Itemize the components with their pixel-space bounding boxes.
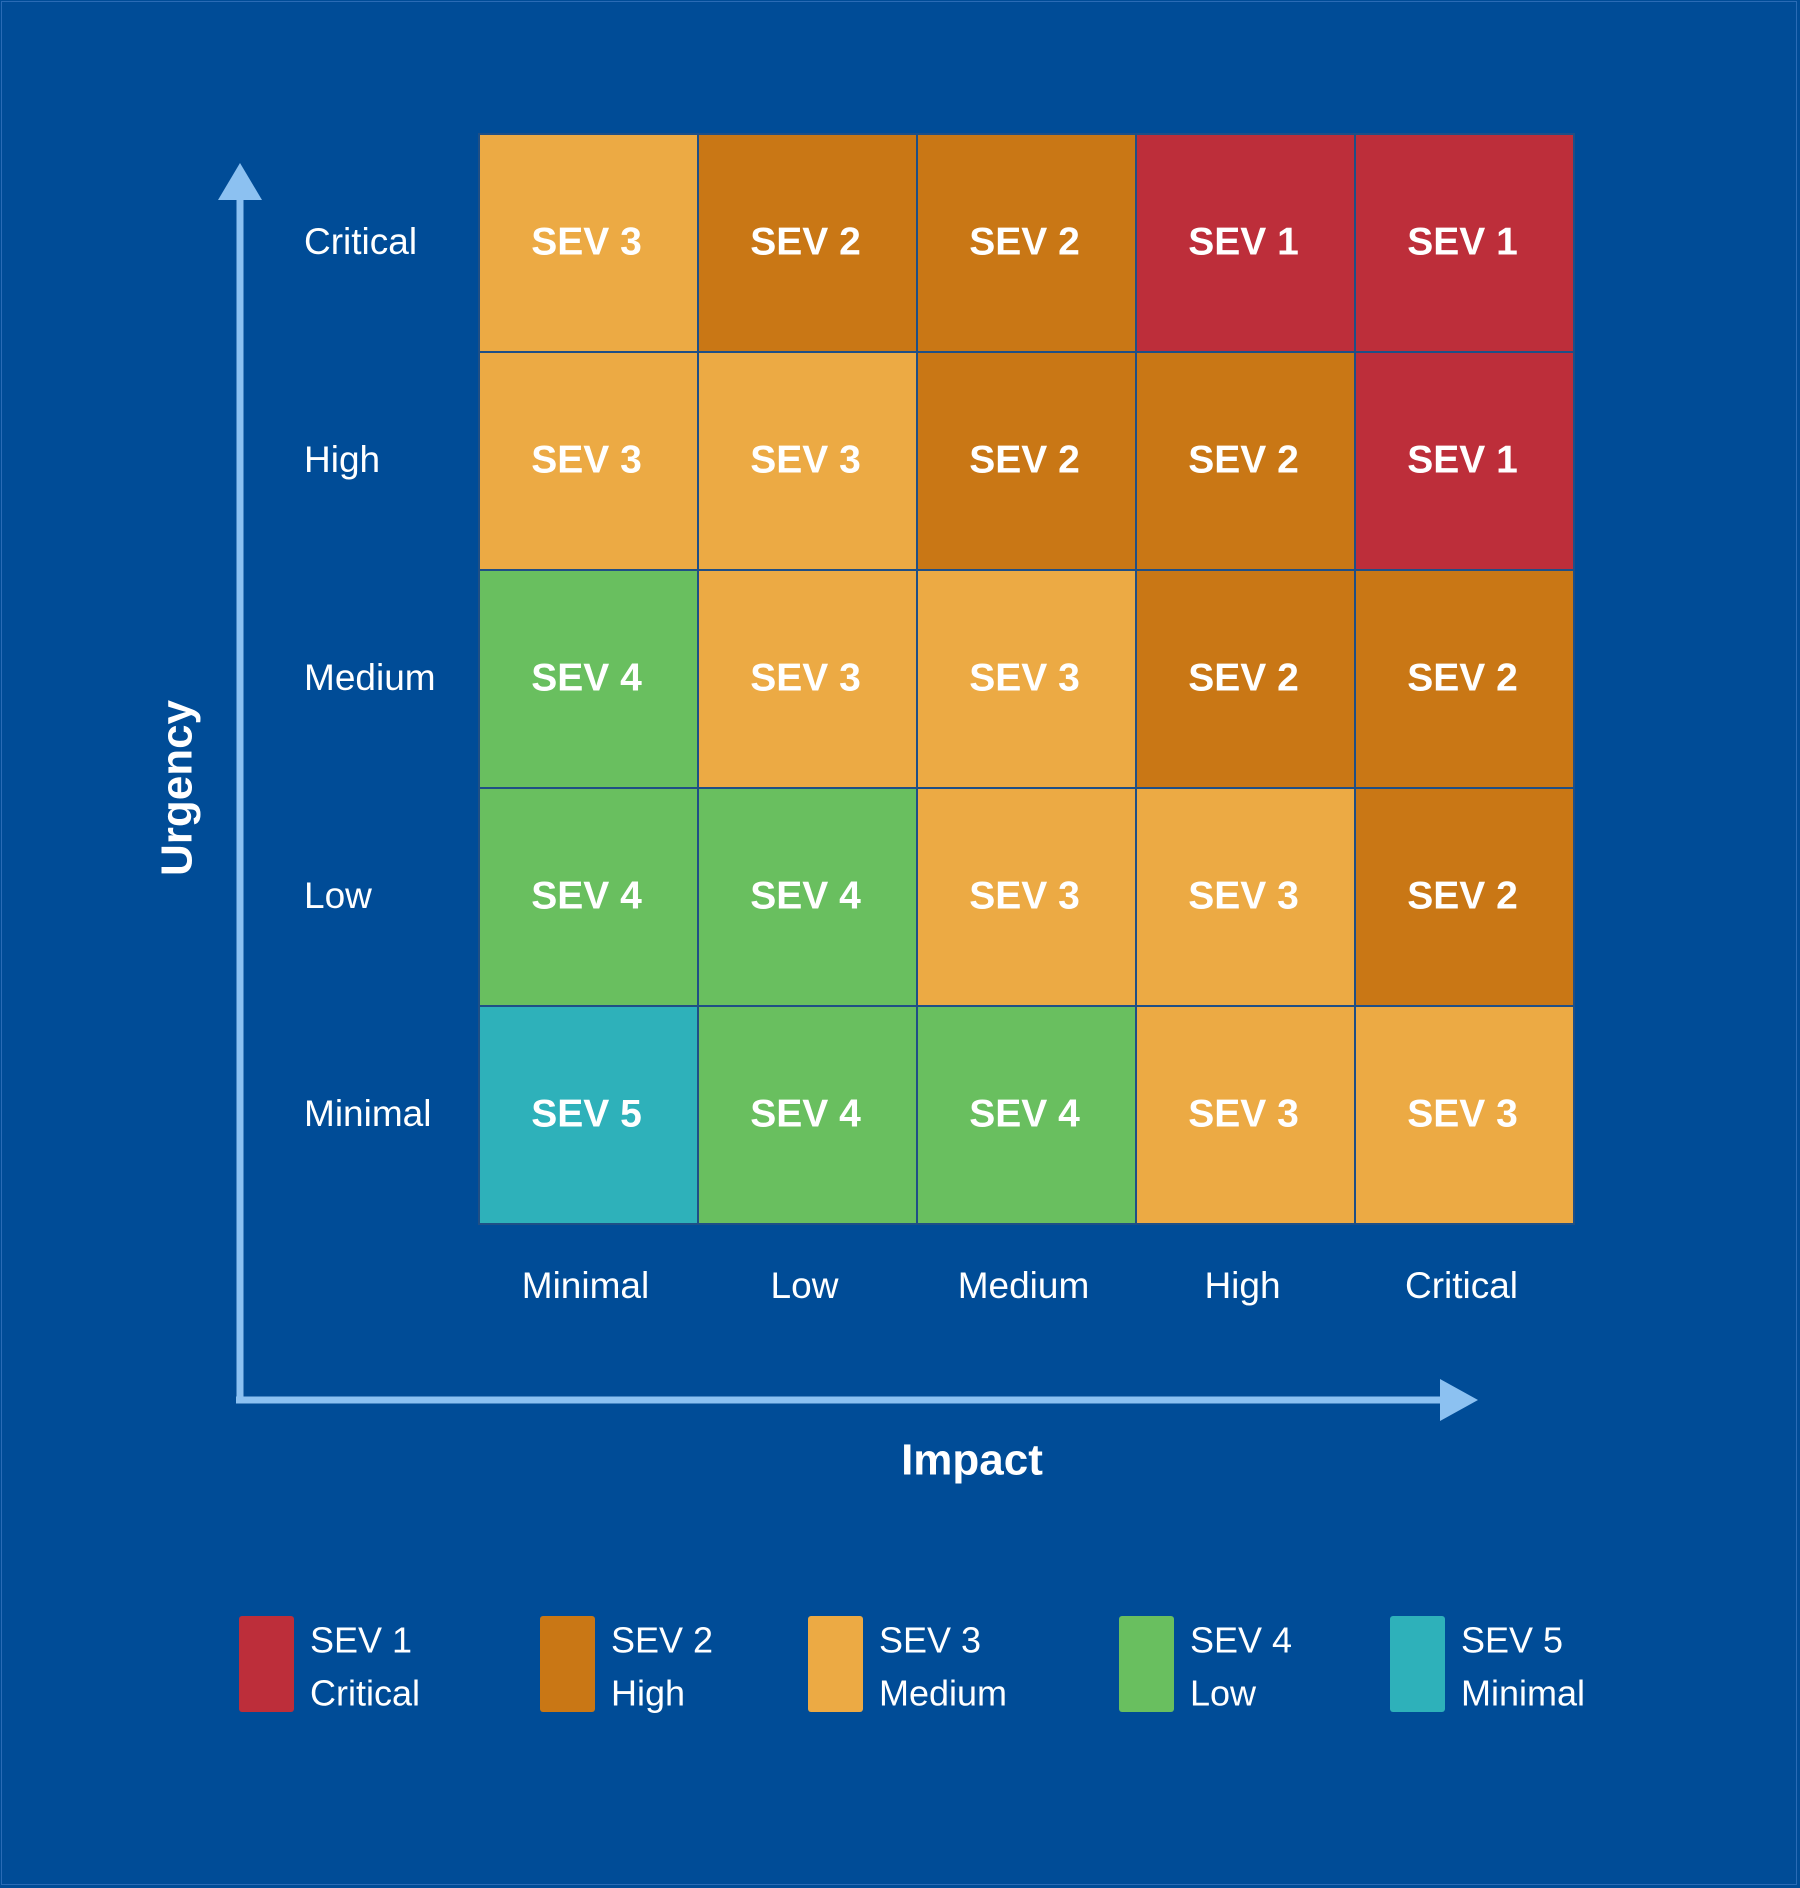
- y-tick-labels: Critical High Medium Low Minimal: [304, 221, 436, 1134]
- y-tick-label: Medium: [304, 657, 436, 698]
- legend-label: SEV 1: [310, 1620, 412, 1661]
- matrix-cell-label: SEV 2: [1188, 656, 1299, 699]
- legend-item: SEV 3 Medium: [808, 1616, 1007, 1714]
- matrix-cell-label: SEV 3: [969, 874, 1080, 917]
- matrix-cell: [478, 787, 699, 1007]
- matrix-cell-label: SEV 4: [531, 656, 642, 699]
- y-tick-label: High: [304, 439, 380, 480]
- x-tick-label: Critical: [1405, 1265, 1518, 1306]
- matrix-cells: SEV 3 SEV 2 SEV 2 SEV 1 SEV 1 SEV 3 SEV 3 SEV 2…: [478, 133, 1575, 1225]
- matrix-cell: [1135, 569, 1356, 789]
- matrix-cell: [1135, 351, 1356, 571]
- legend-swatch: [1119, 1616, 1174, 1712]
- legend-label: SEV 2: [611, 1620, 713, 1661]
- matrix-cell: [1135, 133, 1356, 353]
- matrix-cell-label: SEV 4: [750, 874, 861, 917]
- x-tick-labels: Minimal Low Medium High Critical: [522, 1265, 1518, 1306]
- matrix-cell: [1354, 569, 1575, 789]
- legend-sublabel: Low: [1190, 1673, 1257, 1714]
- matrix-cell: [697, 133, 918, 353]
- legend-item: SEV 5 Minimal: [1390, 1616, 1585, 1714]
- matrix-cell-label: SEV 3: [750, 438, 861, 481]
- legend-swatch: [239, 1616, 294, 1712]
- matrix-cell: [478, 1005, 699, 1225]
- legend: SEV 1 Critical SEV 2 High SEV 3 Medium SEV 4 Lo…: [239, 1616, 1585, 1714]
- x-axis-title: Impact: [901, 1436, 1043, 1485]
- matrix-cell-label: SEV 3: [1188, 874, 1299, 917]
- matrix-cell-label: SEV 3: [531, 220, 642, 263]
- matrix-cell-label: SEV 2: [1407, 874, 1518, 917]
- legend-swatch: [540, 1616, 595, 1712]
- x-tick-label: Minimal: [522, 1265, 649, 1306]
- matrix-cell: [478, 569, 699, 789]
- x-tick-label: Medium: [958, 1265, 1090, 1306]
- matrix-cell-label: SEV 4: [531, 874, 642, 917]
- legend-sublabel: Medium: [879, 1673, 1007, 1714]
- matrix-cell-label: SEV 1: [1188, 220, 1299, 263]
- legend-swatch: [1390, 1616, 1445, 1712]
- matrix-cell-label: SEV 2: [1188, 438, 1299, 481]
- matrix-cell-label: SEV 3: [1407, 1092, 1518, 1135]
- matrix-cell: [1354, 1005, 1575, 1225]
- legend-sublabel: High: [611, 1673, 685, 1714]
- matrix-cell: [478, 133, 699, 353]
- matrix-cell-label: SEV 3: [750, 656, 861, 699]
- legend-sublabel: Critical: [310, 1673, 420, 1714]
- y-tick-label: Low: [304, 875, 372, 916]
- matrix-cell-label: SEV 1: [1407, 220, 1518, 263]
- legend-label: SEV 5: [1461, 1620, 1563, 1661]
- legend-item: SEV 4 Low: [1119, 1616, 1292, 1714]
- legend-swatch: [808, 1616, 863, 1712]
- matrix-cell: [697, 1005, 918, 1225]
- matrix-cell: [478, 351, 699, 571]
- matrix-cell-label: SEV 3: [531, 438, 642, 481]
- matrix-cell: [916, 1005, 1137, 1225]
- matrix-cell-label: SEV 5: [531, 1092, 642, 1135]
- y-axis-title: Urgency: [153, 699, 202, 876]
- matrix-cell: [697, 787, 918, 1007]
- legend-item: SEV 2 High: [540, 1616, 713, 1714]
- x-tick-label: High: [1204, 1265, 1280, 1306]
- matrix-cell-label: SEV 3: [1188, 1092, 1299, 1135]
- matrix-cell-label: SEV 2: [1407, 656, 1518, 699]
- matrix-cell: [1354, 787, 1575, 1007]
- y-tick-label: Minimal: [304, 1093, 431, 1134]
- matrix-cell: [697, 351, 918, 571]
- matrix-cell-label: SEV 2: [969, 220, 1080, 263]
- y-axis-arrow: [218, 163, 262, 200]
- matrix-cell: [1354, 351, 1575, 571]
- legend-sublabel: Minimal: [1461, 1673, 1585, 1714]
- legend-label: SEV 3: [879, 1620, 981, 1661]
- matrix-cell-label: SEV 2: [969, 438, 1080, 481]
- y-tick-label: Critical: [304, 221, 417, 262]
- matrix-cell: [916, 787, 1137, 1007]
- legend-item: SEV 1 Critical: [239, 1616, 420, 1714]
- matrix-cell: [916, 569, 1137, 789]
- matrix-cell-label: SEV 4: [750, 1092, 861, 1135]
- matrix-cell-label: SEV 1: [1407, 438, 1518, 481]
- matrix-cell: [1135, 1005, 1356, 1225]
- matrix-cell: [916, 351, 1137, 571]
- legend-label: SEV 4: [1190, 1620, 1292, 1661]
- axes: [218, 163, 1478, 1421]
- x-axis-arrow: [1440, 1379, 1478, 1421]
- matrix-cell-label: SEV 3: [969, 656, 1080, 699]
- matrix-cell-label: SEV 4: [969, 1092, 1080, 1135]
- matrix-cell: [697, 569, 918, 789]
- x-tick-label: Low: [771, 1265, 839, 1306]
- matrix-cell-label: SEV 2: [750, 220, 861, 263]
